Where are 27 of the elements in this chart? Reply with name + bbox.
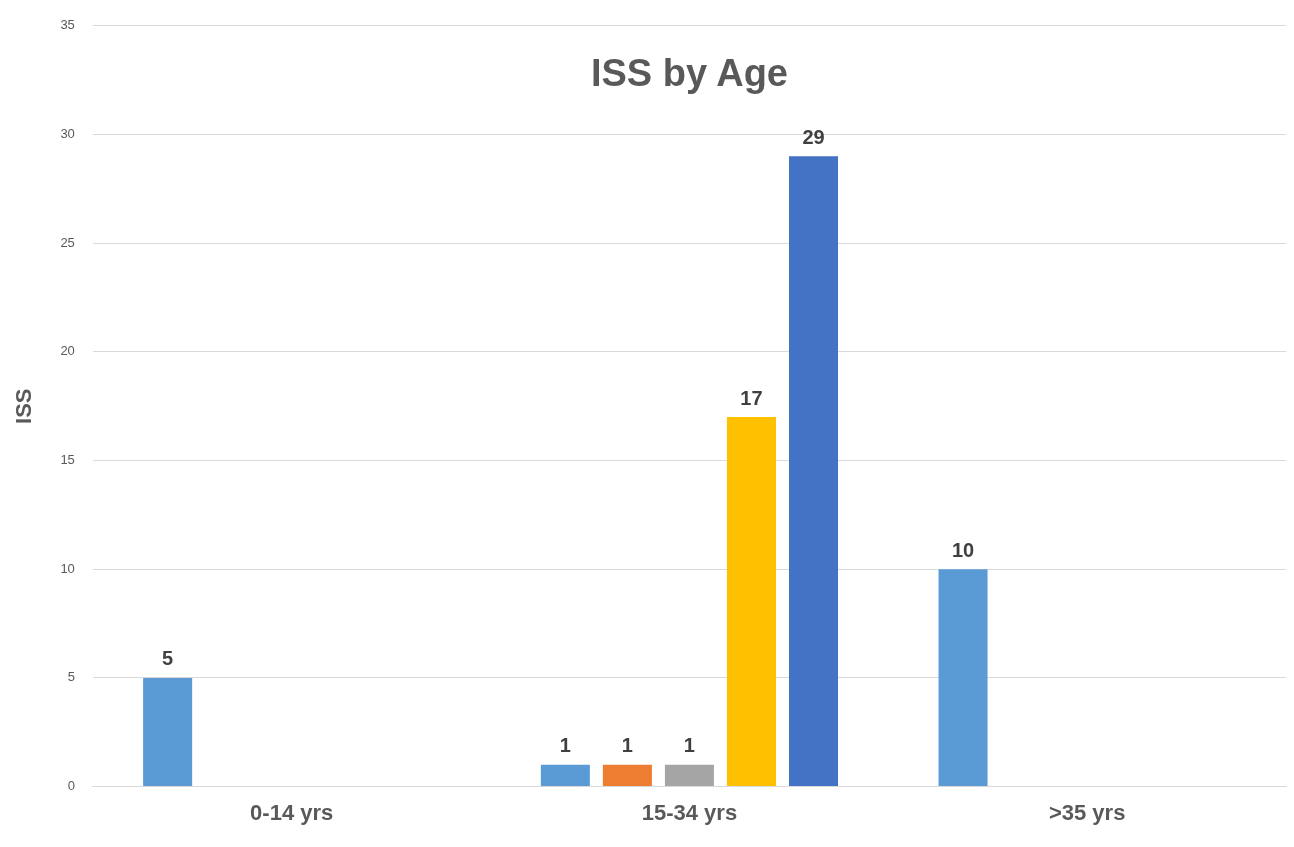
y-tick-label: 25 — [60, 234, 75, 250]
bar — [789, 156, 839, 787]
text: ISS by Age — [590, 52, 788, 95]
bar — [143, 677, 193, 787]
x-tick-label: 15-34 yrs — [641, 799, 738, 825]
y-tick-label: 30 — [60, 126, 75, 142]
data-label: 1 — [559, 734, 571, 757]
data-label: 1 — [621, 734, 633, 757]
data-label: 10 — [951, 538, 975, 561]
data-label: 5 — [162, 647, 174, 670]
bar — [938, 569, 988, 787]
x-tick-label: 0-14 yrs — [250, 799, 334, 825]
x-tick-label: >35 yrs — [1048, 799, 1126, 825]
data-label: 1 — [683, 734, 695, 757]
bar — [602, 764, 652, 787]
y-axis-title: ISS — [11, 388, 37, 424]
y-tick-label: 10 — [60, 560, 75, 576]
bar — [664, 764, 714, 787]
y-tick-label: 5 — [67, 669, 75, 685]
data-label: 29 — [802, 125, 825, 148]
bar — [726, 417, 776, 787]
y-tick-label: 20 — [60, 343, 75, 359]
bar — [540, 764, 590, 787]
data-label: 17 — [740, 386, 763, 409]
y-tick-label: 15 — [60, 452, 75, 468]
y-tick-label: 35 — [60, 17, 75, 33]
y-tick-label: 0 — [67, 778, 75, 794]
